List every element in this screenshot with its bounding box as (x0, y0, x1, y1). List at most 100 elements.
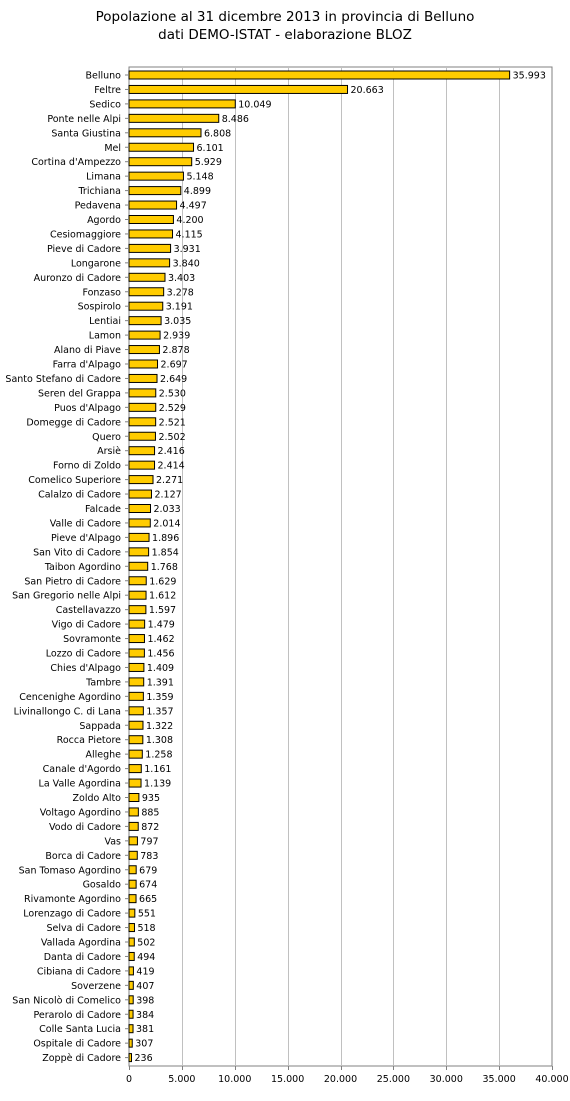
value-label: 2.529 (159, 403, 186, 414)
bar (128, 850, 138, 860)
category-label: Colle Santa Lucia (39, 1024, 121, 1035)
value-label: 6.808 (204, 128, 231, 139)
category-label: Alleghe (85, 750, 121, 761)
value-label: 2.939 (163, 331, 190, 342)
category-label: Pieve di Cadore (47, 244, 121, 255)
value-label: 872 (141, 822, 159, 833)
category-label: Arsiè (97, 446, 121, 457)
value-label: 2.697 (161, 360, 188, 371)
bar (128, 966, 134, 976)
value-label: 1.139 (144, 779, 171, 790)
category-label: Canale d'Agordo (43, 764, 122, 775)
value-label: 2.521 (159, 417, 186, 428)
value-label: 1.409 (147, 663, 174, 674)
value-label: 3.035 (164, 316, 191, 327)
value-label: 783 (140, 851, 158, 862)
bar (128, 431, 156, 441)
bar (128, 417, 157, 427)
category-label: Domegge di Cadore (26, 417, 121, 428)
bar (128, 1053, 132, 1063)
value-label: 1.322 (146, 721, 173, 732)
bar (128, 1009, 134, 1019)
category-label: Alano di Piave (54, 345, 121, 356)
category-label: Santa Giustina (51, 128, 121, 139)
category-label: Perarolo di Cadore (34, 1010, 122, 1021)
category-label: San Nicolò di Comelico (12, 995, 121, 1006)
category-label: Castellavazzo (56, 605, 121, 616)
category-label: Comelico Superiore (28, 475, 121, 486)
value-label: 1.768 (151, 562, 178, 573)
bar (128, 532, 150, 542)
bar (128, 272, 166, 282)
category-label: Lamon (89, 331, 121, 342)
bar (128, 128, 202, 138)
bar (128, 677, 145, 687)
x-tick-label: 5.000 (168, 1074, 195, 1085)
bar (128, 70, 511, 80)
category-label: Lorenzago di Cadore (23, 909, 121, 920)
category-label: Vas (104, 836, 121, 847)
value-label: 384 (136, 1010, 154, 1021)
category-label: Tambre (85, 677, 121, 688)
value-label: 502 (137, 938, 155, 949)
bar (128, 778, 142, 788)
value-label: 679 (139, 865, 157, 876)
value-label: 3.191 (166, 302, 193, 313)
category-label: Agordo (87, 215, 121, 226)
bar (128, 894, 137, 904)
category-label: Cesiomaggiore (50, 229, 121, 240)
value-label: 885 (141, 807, 159, 818)
category-label: Lozzo di Cadore (46, 649, 121, 660)
bar (128, 807, 139, 817)
bar (128, 836, 138, 846)
value-label: 1.629 (149, 576, 176, 587)
category-label: Sospirolo (78, 302, 122, 313)
value-label: 8.486 (222, 114, 249, 125)
value-label: 2.502 (158, 432, 185, 443)
value-label: 5.148 (186, 172, 213, 183)
value-label: 5.929 (195, 157, 222, 168)
category-label: Calalzo di Cadore (38, 490, 121, 501)
x-tick-label: 35.000 (483, 1074, 516, 1085)
value-label: 1.462 (147, 634, 174, 645)
bar (128, 1024, 134, 1034)
category-label: Vodo di Cadore (49, 822, 121, 833)
value-label: 2.530 (159, 388, 186, 399)
value-label: 3.278 (167, 287, 194, 298)
value-label: 3.403 (168, 273, 195, 284)
value-label: 674 (139, 880, 157, 891)
value-label: 4.497 (180, 201, 207, 212)
category-label: Cibiana di Cadore (37, 966, 121, 977)
bar (128, 937, 135, 947)
category-label: Sedico (89, 99, 121, 110)
bar (128, 287, 165, 297)
category-label: Valle di Cadore (50, 518, 121, 529)
bar (128, 923, 135, 933)
value-label: 2.014 (153, 518, 180, 529)
category-label: Zoppè di Cadore (42, 1053, 121, 1064)
value-label: 935 (142, 793, 160, 804)
bar (128, 995, 134, 1005)
category-label: Chies d'Alpago (50, 663, 121, 674)
value-label: 2.416 (158, 446, 185, 457)
category-label: Auronzo di Cadore (34, 273, 122, 284)
category-label: Falcade (85, 504, 121, 515)
value-label: 1.612 (149, 591, 176, 602)
value-label: 6.101 (197, 143, 224, 154)
bar (128, 243, 172, 253)
value-label: 3.931 (174, 244, 201, 255)
x-tick-label: 30.000 (430, 1074, 463, 1085)
bar (128, 908, 136, 918)
bar (128, 99, 236, 109)
bar (128, 735, 144, 745)
bar (128, 879, 137, 889)
category-label: Cortina d'Ampezzo (31, 157, 121, 168)
value-label: 1.359 (146, 692, 173, 703)
category-label: Selva di Cadore (46, 923, 121, 934)
category-label: Seren del Grappa (38, 388, 121, 399)
value-label: 2.127 (154, 490, 181, 501)
category-label: Forno di Zoldo (53, 461, 121, 472)
plot-frame (128, 66, 553, 1067)
bar (128, 258, 171, 268)
category-label: Rocca Pietore (57, 735, 122, 746)
